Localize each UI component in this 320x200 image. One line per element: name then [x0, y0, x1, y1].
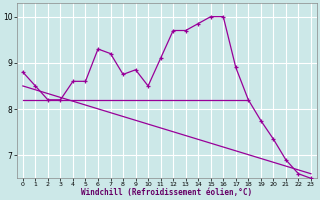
X-axis label: Windchill (Refroidissement éolien,°C): Windchill (Refroidissement éolien,°C) [81, 188, 252, 197]
